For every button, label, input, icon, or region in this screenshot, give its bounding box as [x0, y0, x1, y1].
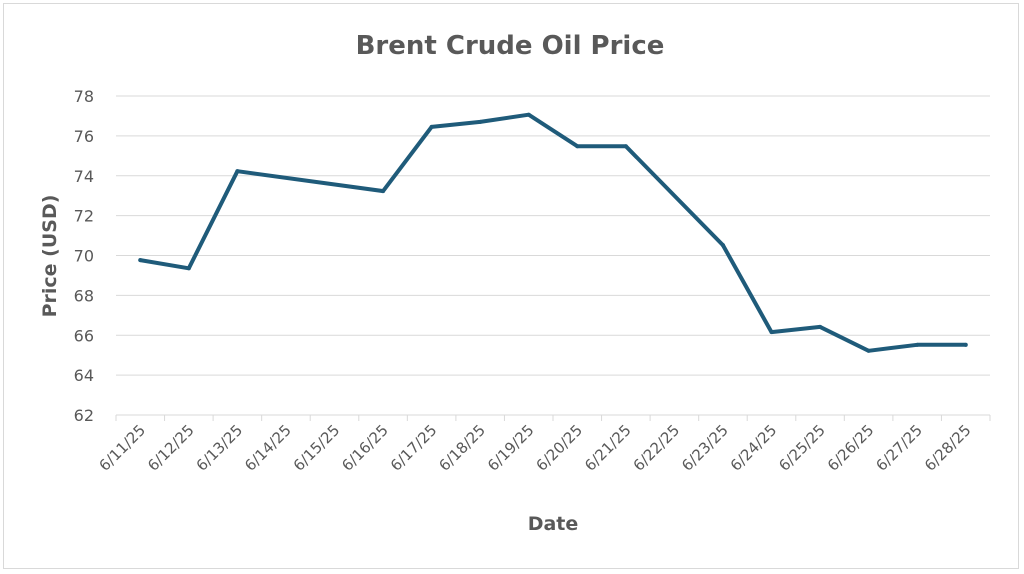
data-points — [138, 112, 968, 353]
chart-frame — [3, 3, 1019, 569]
y-tick-label: 68 — [74, 286, 94, 305]
data-point — [769, 330, 774, 335]
data-point — [915, 342, 920, 347]
x-tick-label: 6/20/25 — [532, 421, 586, 475]
y-tick-label: 74 — [74, 167, 94, 186]
x-tick-label: 6/28/25 — [921, 421, 975, 475]
y-tick-label: 62 — [74, 406, 94, 425]
data-point — [963, 342, 968, 347]
x-tick-label: 6/27/25 — [872, 421, 926, 475]
data-point — [478, 119, 483, 124]
data-point — [235, 169, 240, 174]
x-tick-label: 6/13/25 — [193, 421, 247, 475]
x-tick-label: 6/19/25 — [484, 421, 538, 475]
y-tick-label: 66 — [74, 326, 94, 345]
series-line — [138, 112, 968, 353]
x-tick-label: 6/21/25 — [581, 421, 635, 475]
data-point — [186, 266, 191, 271]
x-tick-label: 6/22/25 — [630, 421, 684, 475]
gridlines — [116, 95, 990, 416]
data-point — [720, 243, 725, 248]
data-point — [526, 112, 531, 117]
y-tick-label: 72 — [74, 207, 94, 226]
x-tick-label: 6/26/25 — [824, 421, 878, 475]
y-tick-label: 76 — [74, 127, 94, 146]
data-point — [818, 324, 823, 329]
data-point — [866, 348, 871, 353]
x-tick-label: 6/17/25 — [387, 421, 441, 475]
data-point — [138, 258, 143, 263]
x-tick-label: 6/14/25 — [241, 421, 295, 475]
data-point — [429, 124, 434, 129]
x-tick-label: 6/18/25 — [435, 421, 489, 475]
data-point — [381, 189, 386, 194]
y-axis-ticks: 62 64 66 68 70 72 74 76 78 — [74, 87, 94, 425]
x-tick-label: 6/23/25 — [678, 421, 732, 475]
x-tick-label: 6/11/25 — [95, 421, 149, 475]
y-axis-title: Price (USD) — [39, 195, 61, 318]
x-tick-label: 6/16/25 — [338, 421, 392, 475]
x-tick-label: 6/15/25 — [290, 421, 344, 475]
x-tick-label: 6/25/25 — [775, 421, 829, 475]
chart-title: Brent Crude Oil Price — [356, 31, 665, 61]
x-tick-label: 6/12/25 — [144, 421, 198, 475]
x-tick-label: 6/24/25 — [727, 421, 781, 475]
data-point — [575, 144, 580, 149]
x-axis-title: Date — [528, 513, 579, 535]
data-point — [623, 144, 628, 149]
x-axis-ticks: 6/11/256/12/256/13/256/14/256/15/256/16/… — [95, 415, 991, 475]
y-tick-label: 64 — [74, 366, 94, 385]
y-tick-label: 70 — [74, 247, 94, 266]
y-tick-label: 78 — [74, 87, 94, 106]
